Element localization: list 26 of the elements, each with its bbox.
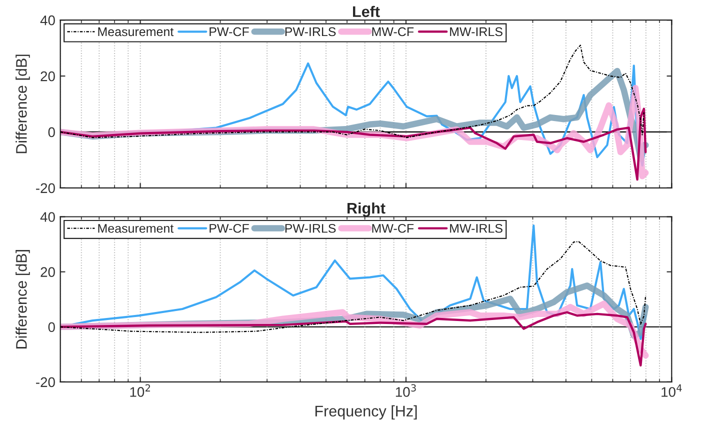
x-tick-label: 10$^{3}$: [396, 384, 416, 397]
y-axis-title: Difference [dB]: [16, 250, 30, 348]
y-tick-label: 0: [48, 322, 55, 332]
chart-title: Right: [348, 202, 386, 217]
legend-label: Measurement: [98, 27, 174, 36]
y-tick-label: -20: [36, 377, 55, 388]
x-tick-label: 10$^{2}$: [130, 384, 150, 397]
y-axis-title: Difference [dB]: [16, 54, 30, 154]
y-tick-label: 0: [48, 127, 55, 138]
legend-label: PW-CF: [210, 224, 249, 233]
legend-label: MW-IRLS: [450, 224, 502, 233]
y-tick-label: -20: [36, 183, 55, 194]
y-tick-label: 20: [40, 71, 55, 82]
x-axis-title: Frequency [Hz]: [315, 405, 417, 420]
legend-label: PW-CF: [210, 27, 249, 36]
legend-label: MW-CF: [372, 27, 414, 36]
x-tick-label: 10$^{4}$: [662, 384, 682, 397]
legend-label: PW-IRLS: [285, 27, 336, 36]
legend-label: PW-IRLS: [285, 224, 336, 233]
y-tick-label: 20: [40, 267, 55, 277]
legend-label: MW-IRLS: [450, 27, 502, 36]
y-tick-label: 40: [40, 212, 55, 222]
chart-title: Left: [353, 6, 380, 18]
y-tick-label: 40: [40, 15, 55, 26]
legend-label: MW-CF: [372, 224, 414, 233]
legend-label: Measurement: [98, 224, 174, 233]
